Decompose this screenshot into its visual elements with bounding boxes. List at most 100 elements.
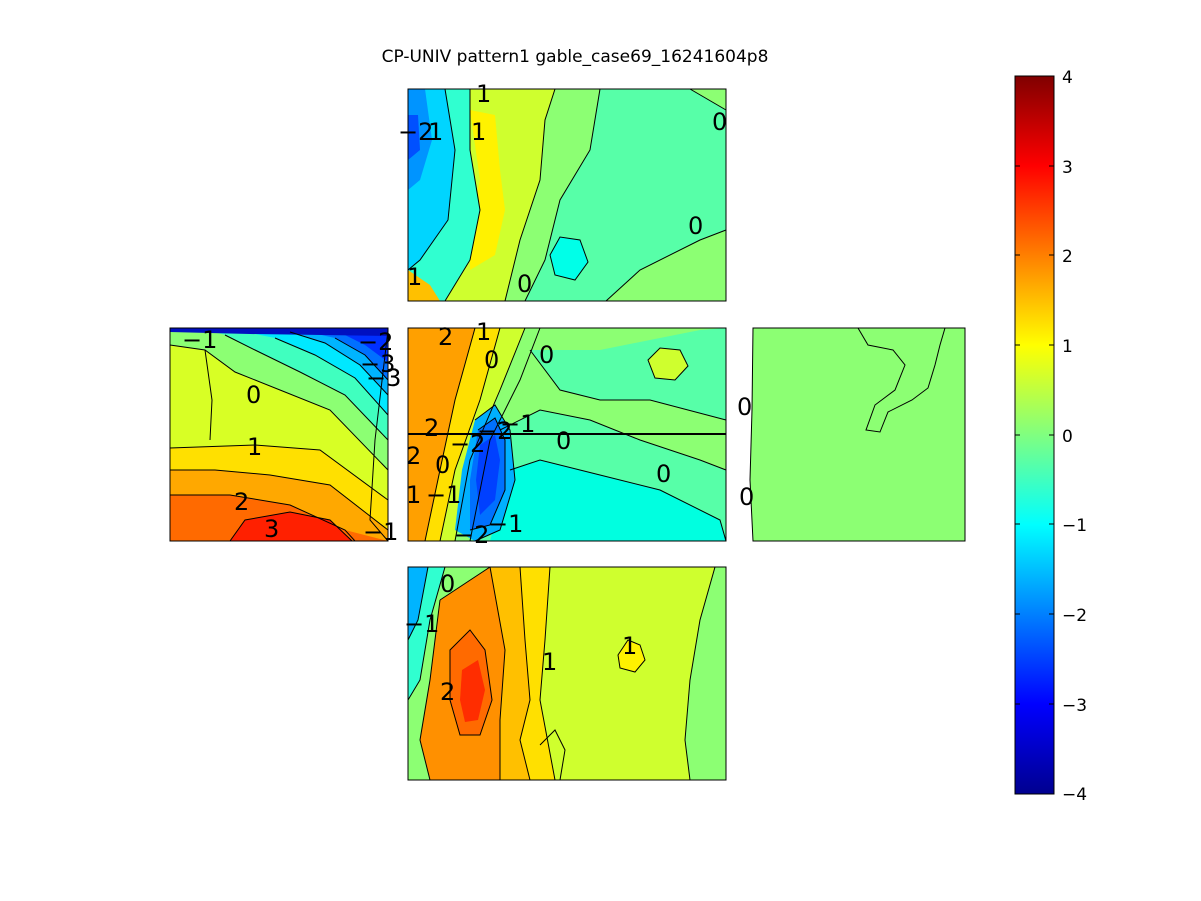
panel-top-frame: [407, 88, 727, 302]
panel-center-contour-label: −1: [426, 481, 461, 509]
panel-bottom-contour-label: 1: [622, 632, 637, 660]
panel-left-isoline-6: [224, 334, 389, 441]
panel-top-contour-label: 1: [471, 118, 486, 146]
panel-bottom-isoline-2: [539, 566, 556, 781]
panel-bottom-isoline-10: [617, 639, 646, 673]
panel-left-contour-label: 3: [264, 515, 279, 543]
panel-center-contour-label: 0: [435, 451, 450, 479]
panel-left-isoline-11: [369, 329, 389, 542]
panel-top-region-deepblue: [408, 89, 432, 190]
panel-top-isoline-3: [689, 88, 727, 111]
colorbar-tick-marks: [1015, 165, 1054, 705]
colorbar-tick-label: −2: [1062, 606, 1087, 626]
panel-left-region-navy: [170, 328, 388, 336]
panel-top-contour-label: 0: [688, 212, 703, 240]
panel-center-contour-label: 2: [438, 323, 453, 351]
panel-center-contour-label: 1: [406, 481, 421, 509]
panel-left-contour-label: 0: [246, 381, 261, 409]
panel-bottom-isoline-1: [684, 566, 716, 781]
panel-right-contour-label: 0: [739, 483, 754, 511]
panel-center-isoline-4: [469, 327, 541, 542]
panel-left-contour-label: −3: [366, 364, 401, 392]
colorbar-tick-label: −4: [1062, 785, 1087, 805]
panel-bottom-region-lime: [540, 567, 715, 780]
panel-top-contour-label: 0: [517, 270, 532, 298]
panel-center-region-lightcyan: [490, 460, 726, 541]
panel-bottom-frame: [407, 566, 727, 781]
panel-left-contour-label: 2: [234, 488, 249, 516]
panel-center-region-blue3: [476, 435, 500, 515]
panel-bottom-contour-label: −1: [404, 610, 439, 638]
panel-left-isoline-5: [204, 349, 213, 441]
panel-top-region-orange: [408, 270, 440, 301]
chart-title: CP-UNIV pattern1 gable_case69_16241604p8: [382, 47, 769, 67]
panel-center-isoline-6: [499, 409, 727, 471]
panel-bottom-isoline-6: [419, 599, 441, 781]
panel-left-isoline-7: [274, 337, 389, 416]
panel-center-contour-label: −1: [500, 410, 535, 438]
colorbar-tick-label: −1: [1062, 516, 1087, 536]
colorbar-tick-label: −3: [1062, 696, 1087, 716]
panel-left-isoline-8: [289, 331, 389, 396]
panel-center-contour-label: −1: [488, 510, 523, 538]
panel-bottom-contour-label: 2: [440, 678, 455, 706]
panel-top-isoline-6: [407, 88, 456, 271]
panel-left-frame: [169, 327, 389, 542]
panel-center-contour-label: 0: [556, 427, 571, 455]
panel-top-isoline-4: [605, 229, 727, 302]
panel-left-contour-label: −1: [363, 518, 398, 546]
panel-top-region-green2: [505, 89, 600, 301]
panel-bottom: 0 −1 1 1 2: [404, 566, 727, 781]
panel-center-contour-label: 2: [424, 414, 439, 442]
colorbar-tick-label: 0: [1062, 427, 1073, 447]
panel-left-isoline-4: [169, 344, 389, 471]
panel-center-contour-label: −2: [450, 430, 485, 458]
panel-left-contour-label: −1: [182, 326, 217, 354]
colorbar-gradient: [1014, 75, 1055, 795]
colorbar: 4 3 2 1 0 −1 −2 −3 −4: [1014, 68, 1087, 805]
panel-top-region-yellow: [470, 110, 505, 270]
panel-center: 2 1 0 0 2 −2 −1 −2 0 2 0 0 1 −1 −2 −1: [406, 318, 727, 549]
panel-center-isoline-9: [469, 417, 506, 531]
panel-center-region-bubble: [648, 348, 688, 380]
panel-top-contour-label: −2: [398, 118, 433, 146]
panel-left-isoline-1: [169, 444, 389, 501]
panel-right-isoline-1: [857, 327, 946, 433]
colorbar-ticks: 4 3 2 1 0 −1 −2 −3 −4: [1062, 68, 1087, 805]
panel-top-isoline-1: [504, 88, 556, 302]
colorbar-tick-label: 3: [1062, 158, 1073, 178]
panel-top-contour-label: 1: [476, 80, 491, 108]
panel-left-isoline-3: [170, 494, 356, 542]
panel-center-isoline-10: [647, 347, 689, 381]
panel-top: 1 −2 1 1 0 0 1 0: [398, 80, 727, 302]
panel-left-isoline-10: [229, 511, 353, 542]
panel-top-isoline-7: [549, 236, 589, 281]
panel-center-contour-label: −2: [454, 521, 489, 549]
panel-bottom-contour-label: 1: [542, 648, 557, 676]
panel-bottom-region-red: [460, 660, 485, 722]
panel-center-isoline-8: [474, 404, 516, 542]
panel-bottom-contour-label: 0: [440, 570, 455, 598]
panel-bottom-isoline-11: [539, 729, 566, 781]
panel-bottom-isoline-7: [407, 566, 446, 701]
panel-center-contour-label: 0: [484, 346, 499, 374]
panel-top-isoline-5: [444, 89, 481, 302]
panel-center-isoline-5: [529, 349, 727, 421]
panel-top-contour-label: 1: [407, 263, 422, 291]
panel-center-isoline-7: [509, 459, 727, 542]
panel-left-contour-label: −3: [360, 350, 395, 378]
panel-right-background: [750, 328, 965, 541]
panel-center-contour-label: 0: [656, 460, 671, 488]
panel-center-contour-label: 2: [406, 442, 421, 470]
panel-top-region-navy: [408, 115, 420, 160]
panel-bottom-region-sky: [408, 567, 428, 640]
panel-top-contour-label: 0: [712, 108, 727, 136]
panel-left-contour-label: −2: [358, 328, 393, 356]
colorbar-tick-label: 4: [1062, 68, 1073, 88]
panel-bottom-isoline-8: [407, 566, 429, 641]
panel-bottom-isoline-9: [449, 629, 493, 736]
panel-left-contour-label: 1: [247, 433, 262, 461]
panel-right: 0 0: [737, 327, 966, 542]
panel-top-region-green: [606, 89, 726, 301]
